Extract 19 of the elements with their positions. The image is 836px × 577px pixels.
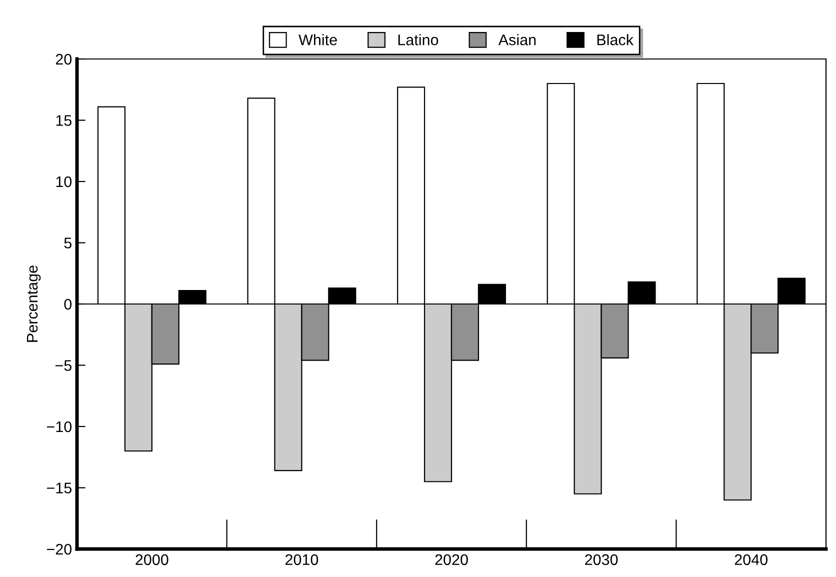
x-tick-label: 2000 [136,554,168,566]
y-axis-title: Percentage [26,266,41,342]
legend-label: Asian [498,34,536,46]
y-tick-label: 5 [64,238,72,248]
x-tick-label: 2040 [734,554,768,566]
y-tick-label: 15 [56,115,72,126]
x-tick-label: 2010 [285,554,318,566]
y-tick-label: 10 [56,176,72,188]
y-tick-label: −20 [46,544,72,555]
y-tick-label: −10 [46,421,72,432]
x-tick-label: 2020 [435,554,468,566]
x-tick-label: 2030 [585,554,618,566]
y-tick-label: 0 [64,298,72,310]
legend-label: White [298,34,337,46]
y-tick-label: −15 [46,482,72,494]
legend-label: Black [597,34,634,46]
y-tick-label: 20 [56,54,72,65]
legend-label: Latino [398,34,438,46]
y-tick-label: −5 [55,360,72,371]
